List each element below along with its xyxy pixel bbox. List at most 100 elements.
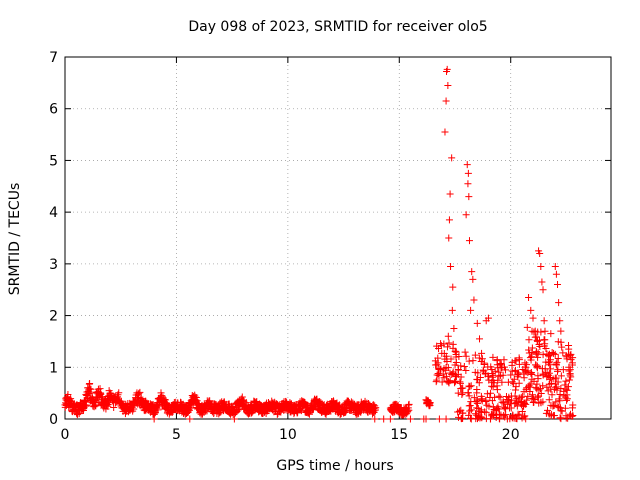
data-point xyxy=(515,411,523,419)
data-point xyxy=(467,415,475,423)
grid xyxy=(65,57,611,419)
data-point xyxy=(115,389,123,397)
data-point xyxy=(546,373,554,381)
data-point xyxy=(452,353,460,361)
data-point xyxy=(130,405,138,413)
data-point xyxy=(550,349,558,357)
data-point xyxy=(561,404,569,412)
y-tick-label: 6 xyxy=(49,102,58,118)
data-point xyxy=(527,306,535,314)
data-point xyxy=(457,362,465,370)
data-point xyxy=(514,410,522,418)
data-point xyxy=(462,352,470,360)
data-point xyxy=(524,369,532,377)
data-point xyxy=(478,395,486,403)
data-point xyxy=(448,306,456,314)
data-point xyxy=(433,376,441,384)
data-point xyxy=(461,348,469,356)
data-point xyxy=(500,356,508,364)
data-point xyxy=(554,281,562,289)
data-point xyxy=(449,340,457,348)
data-point xyxy=(520,413,528,421)
data-point xyxy=(238,393,246,401)
data-point xyxy=(469,275,477,283)
data-point xyxy=(438,378,446,386)
data-point xyxy=(465,237,473,245)
data-point xyxy=(456,378,464,386)
data-point xyxy=(451,379,459,387)
data-point xyxy=(512,386,520,394)
data-point xyxy=(456,407,464,415)
data-point xyxy=(533,385,541,393)
data-point xyxy=(497,359,505,367)
data-point xyxy=(433,342,441,350)
plot-frame xyxy=(64,56,612,420)
data-point xyxy=(110,403,118,411)
data-point xyxy=(518,408,526,416)
data-point xyxy=(557,327,565,335)
data-point xyxy=(342,408,350,416)
data-point xyxy=(562,352,570,360)
data-point xyxy=(451,348,459,356)
data-point xyxy=(490,379,498,387)
data-point xyxy=(482,398,490,406)
data-point xyxy=(460,363,468,371)
data-point xyxy=(448,371,456,379)
data-point xyxy=(511,400,519,408)
data-point xyxy=(555,299,563,307)
data-point xyxy=(559,349,567,357)
data-point xyxy=(523,323,531,331)
data-point xyxy=(488,397,496,405)
data-point xyxy=(161,396,169,404)
data-point xyxy=(442,372,450,380)
data-point xyxy=(450,325,458,332)
data-point xyxy=(493,386,501,394)
data-point xyxy=(536,250,544,258)
data-point xyxy=(446,190,454,198)
data-point xyxy=(525,293,533,301)
data-point xyxy=(552,383,560,391)
data-point xyxy=(507,371,515,379)
data-point xyxy=(448,154,456,162)
data-point xyxy=(495,392,503,400)
data-point xyxy=(441,128,449,136)
data-point xyxy=(493,411,501,419)
x-tick-label: 0 xyxy=(61,427,70,443)
data-point xyxy=(501,366,509,374)
data-point xyxy=(552,398,560,406)
data-point xyxy=(539,398,547,406)
data-point xyxy=(501,405,509,413)
data-point xyxy=(525,336,533,344)
data-point xyxy=(515,356,523,364)
data-point xyxy=(465,193,473,201)
data-point xyxy=(554,355,562,363)
data-point xyxy=(457,373,465,381)
data-point xyxy=(557,338,565,346)
data-point xyxy=(545,369,553,377)
data-point xyxy=(496,415,504,423)
data-point xyxy=(473,396,481,404)
data-point xyxy=(478,349,486,357)
x-tick-label: 5 xyxy=(172,427,181,443)
data-point xyxy=(551,262,559,270)
data-point xyxy=(503,415,511,423)
data-point xyxy=(523,361,531,369)
y-tick-label: 1 xyxy=(49,360,58,376)
data-point xyxy=(386,415,394,423)
data-point xyxy=(556,317,564,325)
data-point xyxy=(490,405,498,413)
data-point xyxy=(504,397,512,405)
data-point xyxy=(548,391,556,399)
data-point xyxy=(512,357,520,365)
data-point xyxy=(539,286,547,294)
data-point xyxy=(462,367,470,375)
data-point xyxy=(558,343,566,351)
data-point xyxy=(466,407,474,415)
data-point xyxy=(87,385,95,393)
data-point xyxy=(97,393,105,401)
chart-title: Day 098 of 2023, SRMTID for receiver olo… xyxy=(188,19,487,35)
data-point xyxy=(473,415,481,423)
data-point xyxy=(564,383,572,391)
data-point xyxy=(540,317,548,325)
